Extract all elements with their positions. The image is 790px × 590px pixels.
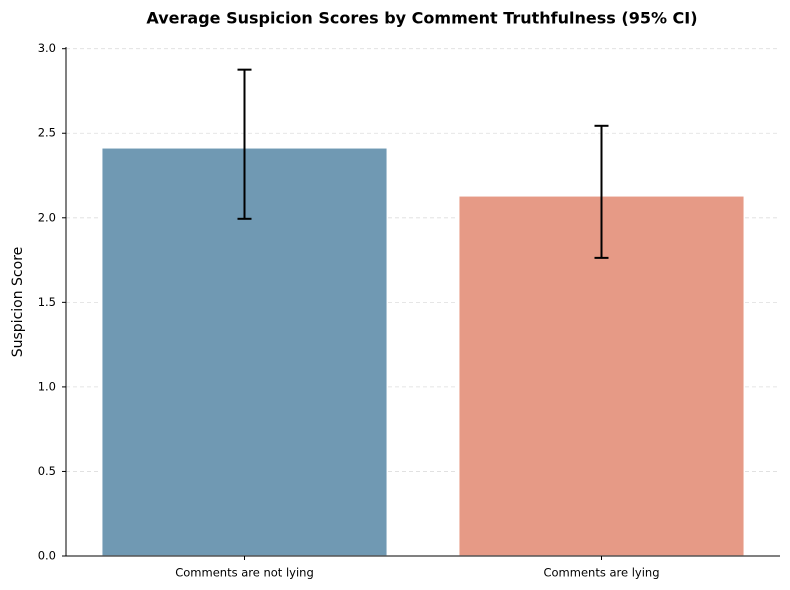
x-tick-label: Comments are lying	[543, 566, 659, 580]
y-tick-label: 3.0	[38, 41, 56, 55]
y-tick-label: 0.5	[38, 464, 56, 478]
y-tick-label: 1.0	[38, 379, 56, 393]
y-tick-label: 2.5	[38, 126, 56, 140]
y-tick-label: 2.0	[38, 210, 56, 224]
y-tick-label: 1.5	[38, 295, 56, 309]
chart-title: Average Suspicion Scores by Comment Trut…	[146, 9, 697, 28]
y-axis-label: Suspicion Score	[10, 247, 26, 358]
y-tick-label: 0.0	[38, 549, 56, 563]
x-tick-label: Comments are not lying	[175, 566, 314, 580]
